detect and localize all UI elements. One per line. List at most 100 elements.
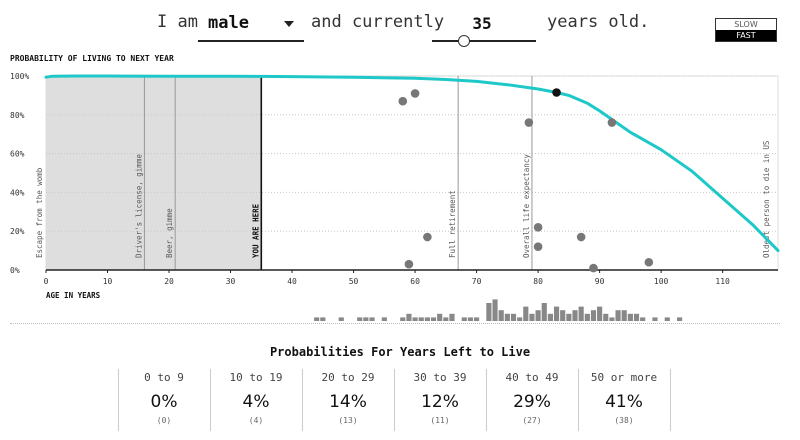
x-tick-label: 40 [287, 277, 297, 286]
column-divider [394, 369, 395, 431]
milestone-label: Full retirement [448, 190, 457, 258]
x-tick-label: 0 [44, 277, 49, 286]
y-tick-label: 100% [10, 72, 29, 81]
percent-value: 29% [513, 392, 551, 412]
count-value: (11) [430, 416, 450, 425]
probabilities-title: Probabilities For Years Left to Live [269, 345, 531, 359]
age-slider-thumb[interactable] [458, 35, 470, 47]
prob-column: 40 to 49 29% (27) [486, 369, 578, 431]
histogram-bar [677, 317, 683, 321]
column-divider [670, 369, 671, 431]
histogram-bar [609, 317, 615, 321]
death-point [576, 232, 586, 242]
histogram-bar [572, 310, 578, 321]
percent-value: 41% [605, 392, 643, 412]
range-label: 10 to 19 [229, 371, 283, 384]
lived-region [46, 76, 262, 270]
survival-line [44, 74, 780, 253]
y-tick-label: 80% [10, 111, 25, 120]
histogram-bar [437, 313, 443, 321]
histogram-bar [627, 313, 633, 321]
histogram-bar [320, 317, 326, 321]
range-label: 40 to 49 [505, 371, 559, 384]
prob-column: 50 or more 41% (38) [578, 369, 670, 431]
histogram-bar [461, 317, 467, 321]
death-points [398, 88, 654, 273]
speed-fast-option[interactable]: FAST [716, 30, 776, 41]
axis-ticks: 0% 20% 40% 60% 80% 100% 0 10 20 30 40 50 60 70 80 90 100… [10, 72, 730, 286]
prob-column: 30 to 39 12% (11) [394, 369, 486, 431]
prob-column: 10 to 19 4% (4) [210, 369, 302, 431]
count-value: (27) [522, 416, 542, 425]
death-point [410, 89, 420, 98]
x-tick-label: 30 [226, 277, 236, 286]
milestone-label: Driver's license, gimme [134, 154, 143, 258]
speed-slow-option[interactable]: SLOW [716, 19, 776, 30]
histogram-bar [486, 303, 492, 321]
histogram-bar [363, 317, 369, 321]
column-divider [486, 369, 487, 431]
percent-value: 14% [329, 392, 367, 412]
survival-chart: PROBABILITY OF LIVING TO NEXT YEAR Escap… [10, 54, 780, 321]
histogram-bar [584, 313, 590, 321]
x-tick-label: 50 [349, 277, 359, 286]
sex-dropdown-value: male [208, 13, 249, 33]
range-label: 50 or more [590, 371, 658, 384]
speed-toggle[interactable]: SLOW FAST [715, 18, 777, 42]
x-tick-label: 70 [472, 277, 482, 286]
column-divider [118, 369, 119, 431]
histogram-bar [498, 310, 504, 321]
histogram-bar [449, 313, 455, 321]
prob-column: 20 to 29 14% (13) [302, 369, 394, 431]
histogram-bar [553, 306, 560, 321]
x-tick-label: 90 [595, 277, 605, 286]
histogram-bar [418, 317, 424, 321]
probabilities-table: 0 to 9 0% (0) 10 to 19 4% (4) 20 to 29 1… [118, 369, 671, 431]
chart-title: PROBABILITY OF LIVING TO NEXT YEAR [10, 54, 174, 63]
histogram-bar [430, 317, 437, 321]
histogram-bar [547, 313, 553, 321]
sex-dropdown[interactable]: male [198, 10, 304, 42]
histogram-bar [633, 313, 640, 321]
x-tick-label: 10 [103, 277, 113, 286]
age-value: 35 [472, 14, 492, 33]
histogram-bar [357, 317, 363, 321]
column-divider [302, 369, 303, 431]
lived-years-shade [45, 75, 779, 271]
count-value: (4) [248, 416, 264, 425]
x-tick-label: 60 [410, 277, 420, 286]
death-point [589, 263, 598, 273]
histogram-bar [443, 317, 449, 321]
age-slider-track[interactable] [432, 40, 536, 42]
death-histogram [314, 299, 683, 321]
death-point [533, 223, 543, 232]
count-value: (0) [156, 416, 172, 425]
histogram-bar [621, 310, 627, 321]
histogram-bar [615, 310, 621, 321]
percent-value: 0% [150, 392, 178, 412]
histogram-bar [504, 313, 510, 321]
histogram-bar [517, 317, 523, 321]
milestone-label: YOU ARE HERE [251, 203, 260, 258]
death-point [607, 118, 617, 127]
death-point [404, 259, 414, 269]
histogram-bar [603, 313, 609, 321]
currently-text: and currently [311, 12, 445, 32]
percent-value: 12% [421, 392, 459, 412]
milestone-markers: Escape from the womb Driver's license, gi… [35, 76, 771, 270]
histogram-bar [640, 317, 646, 321]
histogram-bar [664, 317, 670, 321]
range-label: 20 to 29 [321, 371, 375, 384]
range-label: 30 to 39 [413, 371, 467, 384]
histogram-bar [381, 317, 387, 321]
histogram-bar [523, 306, 529, 321]
death-point [524, 118, 534, 127]
histogram-bar [535, 310, 541, 321]
intro-text: I am [157, 12, 198, 32]
x-axis-label: AGE IN YEARS [46, 291, 101, 300]
histogram-bar [400, 317, 406, 321]
milestone-label: Escape from the womb [35, 167, 44, 258]
survival-line-group [44, 74, 780, 253]
histogram-bar [412, 317, 418, 321]
milestone-label: Oldest person to die in US [762, 140, 771, 258]
